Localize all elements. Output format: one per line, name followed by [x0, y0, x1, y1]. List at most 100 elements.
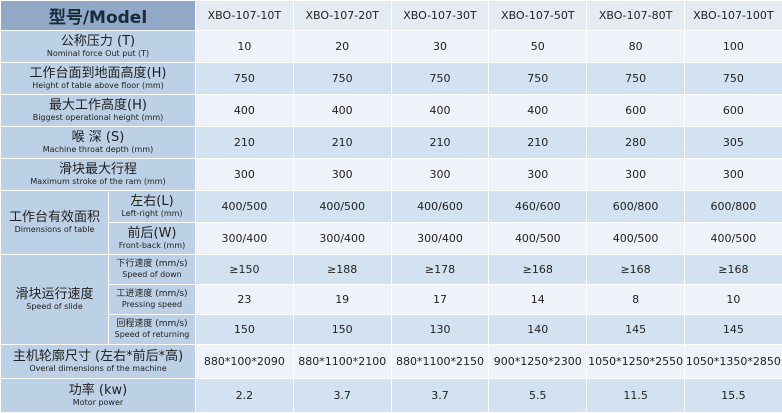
model: XBO-107-100T	[683, 0, 782, 31]
label: 下行速度 (mm/s)	[116, 259, 188, 269]
row: 功率 (kw) Motor power 2.2 3.7 3.7 5.5 11.5 15.5	[0, 378, 782, 413]
value: 300	[683, 158, 782, 191]
label: 最大工作高度(H)	[49, 98, 147, 113]
value: 880*1100*2150	[390, 344, 490, 379]
row-label: 功率 (kw) Motor power	[0, 378, 196, 413]
value: 10	[195, 30, 294, 63]
value: 80	[586, 30, 685, 63]
sublabel: Height of table above floor (mm)	[32, 81, 164, 90]
row-label: 滑块最大行程 Maximum stroke of the ram (mm)	[0, 158, 196, 191]
value: 400	[390, 94, 490, 127]
value: 50	[488, 30, 588, 63]
label: 工进速度 (mm/s)	[116, 289, 188, 299]
header-label: 型号/Model	[0, 0, 196, 31]
value: 600/800	[683, 190, 782, 223]
label: 滑块运行速度	[15, 287, 94, 302]
value: 400/500	[292, 190, 392, 223]
label: 主机轮廓尺寸 (左右*前后*高)	[12, 349, 184, 364]
label: 工作台有效面积	[8, 210, 100, 225]
value: 300	[195, 158, 294, 191]
value: 400/500	[488, 222, 588, 255]
row-label: 喉 深 (S) Machine throat depth (mm)	[0, 126, 196, 159]
value: 305	[683, 126, 782, 159]
row: 主机轮廓尺寸 (左右*前后*高) Overal dimensions of the…	[0, 344, 782, 379]
value: 400/500	[195, 190, 294, 223]
value: 300/400	[292, 222, 392, 255]
row: 最大工作高度(H) Biggest operational height (mm)…	[0, 94, 782, 127]
model: XBO-107-20T	[292, 0, 392, 31]
model: XBO-107-30T	[390, 0, 490, 31]
value: 15.5	[683, 378, 782, 413]
value: 300	[586, 158, 685, 191]
value: 11.5	[586, 378, 685, 413]
row: 公称压力 (T) Nominal force Out put (T) 10 20 30 5…	[0, 30, 782, 63]
row: 喉 深 (S) Machine throat depth (mm) 210 210 21…	[0, 126, 782, 159]
value: 23	[195, 284, 294, 315]
value: ≥168	[683, 254, 782, 285]
value: 10	[683, 284, 782, 315]
row-label: 工作台有效面积 Dimensions of table	[0, 190, 109, 255]
row-label: 左右(L) Left-right (mm)	[108, 190, 196, 223]
model: XBO-107-50T	[488, 0, 588, 31]
value: 400	[488, 94, 588, 127]
value: 300	[488, 158, 588, 191]
value: 3.7	[292, 378, 392, 413]
value: 600/800	[586, 190, 685, 223]
value: 400/500	[586, 222, 685, 255]
value: 20	[292, 30, 392, 63]
model: XBO-107-80T	[586, 0, 685, 31]
value: 460/600	[488, 190, 588, 223]
sublabel: Speed of returning	[114, 330, 190, 339]
value: 130	[390, 314, 490, 345]
value: 3.7	[390, 378, 490, 413]
value: 17	[390, 284, 490, 315]
row: 工作台面到地面高度(H) Height of table above floor …	[0, 62, 782, 95]
value: 145	[683, 314, 782, 345]
row: 工作台有效面积 Dimensions of table 左右(L) Left-righ…	[0, 190, 782, 255]
row-label: 公称压力 (T) Nominal force Out put (T)	[0, 30, 196, 63]
label: 工作台面到地面高度(H)	[29, 66, 167, 81]
row-label: 回程速度 (mm/s) Speed of returning	[108, 314, 196, 345]
value: 210	[390, 126, 490, 159]
value: 300/400	[195, 222, 294, 255]
row-label: 工作台面到地面高度(H) Height of table above floor …	[0, 62, 196, 95]
value: 150	[195, 314, 294, 345]
value: 30	[390, 30, 490, 63]
value: 300/400	[390, 222, 490, 255]
label: 公称压力 (T)	[60, 34, 136, 49]
value: 900*1250*2300	[488, 344, 588, 379]
sublabel: Maximum stroke of the ram (mm)	[30, 177, 166, 186]
value: 400	[292, 94, 392, 127]
sublabel: Speed of slide	[26, 302, 83, 311]
value: 400	[195, 94, 294, 127]
value: 140	[488, 314, 588, 345]
label: 喉 深 (S)	[71, 130, 125, 145]
value: ≥150	[195, 254, 294, 285]
value: 750	[586, 62, 685, 95]
value: 880*100*2090	[195, 344, 294, 379]
value: ≥168	[586, 254, 685, 285]
label: 回程速度 (mm/s)	[116, 319, 188, 329]
header-row: 型号/Model XBO-107-10T XBO-107-20T XBO-107-30…	[0, 0, 782, 31]
sublabel: Speed of down	[122, 270, 182, 279]
label: 功率 (kw)	[68, 383, 128, 398]
value: 750	[292, 62, 392, 95]
value: ≥168	[488, 254, 588, 285]
sublabel: Dimensions of table	[14, 225, 95, 234]
value: 750	[195, 62, 294, 95]
value: ≥188	[292, 254, 392, 285]
value: 750	[683, 62, 782, 95]
label: 左右(L)	[130, 194, 174, 209]
value: 400/500	[683, 222, 782, 255]
value: 210	[195, 126, 294, 159]
value: 280	[586, 126, 685, 159]
value: 19	[292, 284, 392, 315]
value: 2.2	[195, 378, 294, 413]
value: 300	[390, 158, 490, 191]
value: 1050*1250*2550	[586, 344, 685, 379]
row: 滑块运行速度 Speed of slide 下行速度 (mm/s) Speed of …	[0, 254, 782, 345]
value: 210	[488, 126, 588, 159]
value: ≥178	[390, 254, 490, 285]
